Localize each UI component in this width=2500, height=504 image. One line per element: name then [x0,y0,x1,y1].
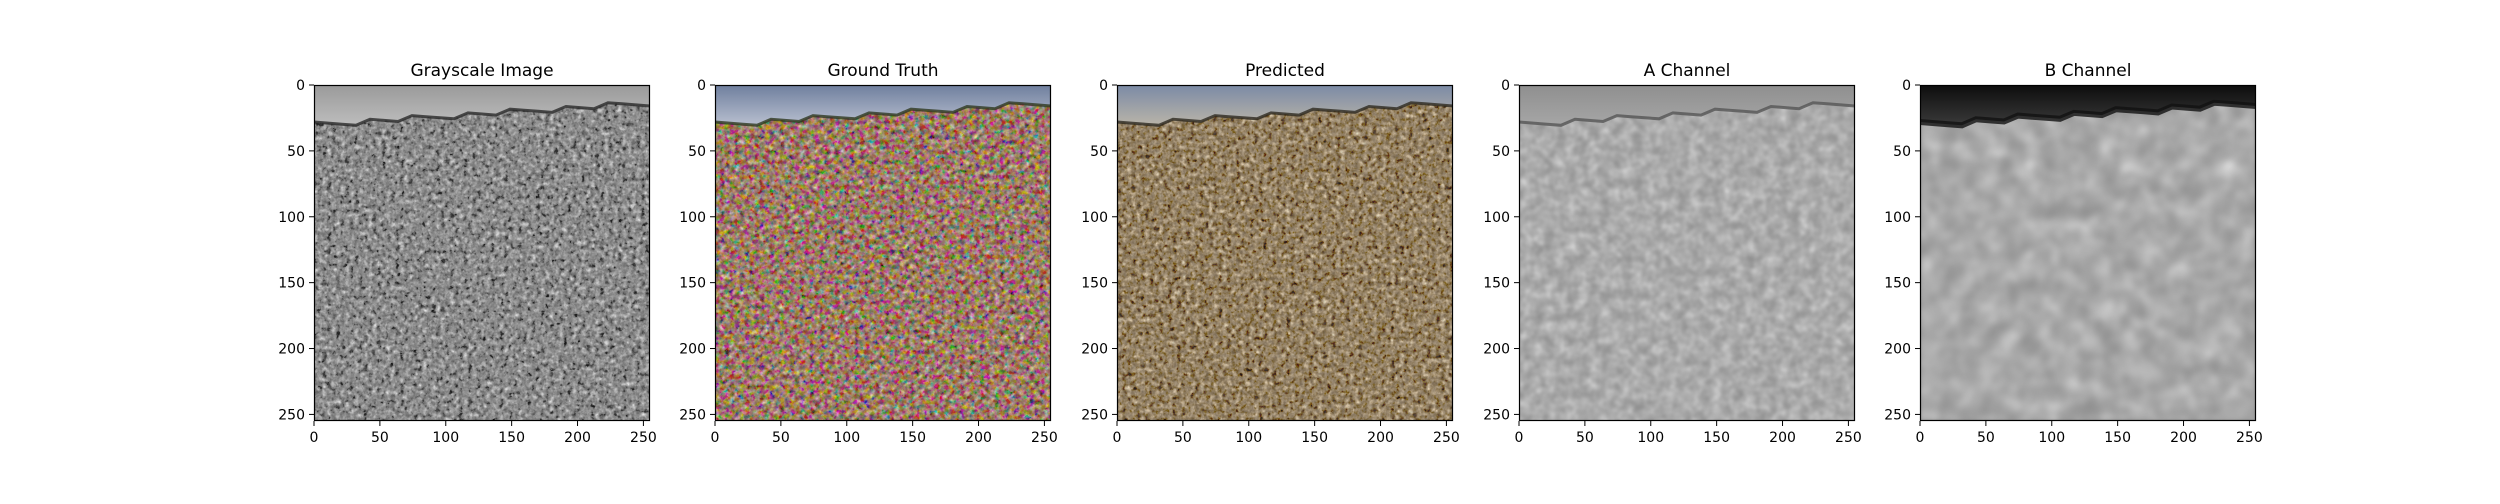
panel-4-xtick-label-100: 100 [1637,430,1664,446]
panel-4-ytick-label-100: 100 [1483,210,1510,226]
panel-4: A Channel 0 50 100 150 200 250 0 50 100 150 200 250 [1483,61,1862,446]
panel-5-xtick-label-200: 200 [2170,430,2197,446]
panel-5: B Channel 0 50 100 150 200 250 0 50 100 150 200 250 [1884,61,2263,446]
panel-3-ytick-label-250: 250 [1081,407,1108,423]
panel-4-xtick-label-250: 250 [1835,430,1862,446]
panel-3-ytick-label-100: 100 [1081,210,1108,226]
panel-5-xtick-label-0: 0 [1916,430,1925,446]
panel-3-frame [1116,84,1454,422]
panel-1-ytick-label-200: 200 [278,342,305,358]
panel-1-xtick-label-250: 250 [630,430,657,446]
panel-2-ytick-label-250: 250 [679,407,706,423]
panel-5-ridge [1920,99,2256,129]
panel-3-xtick-label-100: 100 [1235,430,1262,446]
panel-5-image [1920,85,2256,421]
panel-3-ytick-label-150: 150 [1081,276,1108,292]
panel-5-frame [1919,84,2257,422]
panel-2-frame [714,84,1052,422]
panel-4-ytick-label-200: 200 [1483,342,1510,358]
panel-5-xtick-label-100: 100 [2038,430,2065,446]
panel-3: Predicted 0 50 100 150 200 250 0 50 100 150 200 250 [1081,61,1460,446]
panel-5-ytick-label-50: 50 [1893,144,1911,160]
panel-5-ytick-label-250: 250 [1884,407,1911,423]
panel-3-xtick-label-250: 250 [1433,430,1460,446]
panel-4-ytick-label-50: 50 [1492,144,1510,160]
panel-3-xtick-label-150: 150 [1301,430,1328,446]
panel-5-xtick-label-50: 50 [1977,430,1995,446]
panel-2-xtick-label-100: 100 [833,430,860,446]
panel-3-ytick-label-200: 200 [1081,342,1108,358]
panel-1-title: Grayscale Image [410,61,553,81]
panel-4-xtick-label-150: 150 [1703,430,1730,446]
panel-1-frame [313,84,651,422]
panel-2-ytick-label-0: 0 [697,78,706,94]
panel-3-image [1117,85,1453,421]
panel-4-xtick-label-200: 200 [1769,430,1796,446]
panel-4-frame [1518,84,1856,422]
panel-1-sky [314,85,650,126]
panel-1-xtick-label-100: 100 [432,430,459,446]
panel-2-title: Ground Truth [827,61,938,81]
panel-4-ridge [1519,101,1855,127]
panel-1: Grayscale Image 0 50 100 150 200 250 0 50 100 150 2… [278,61,657,446]
panel-3-xtick-label-50: 50 [1174,430,1192,446]
panel-3-title: Predicted [1245,61,1325,81]
panel-3-sky [1117,85,1453,126]
panel-2-ridge [715,101,1051,127]
panel-2-xtick-label-0: 0 [711,430,720,446]
panel-5-xtick-label-150: 150 [2104,430,2131,446]
panel-2-ytick-label-100: 100 [679,210,706,226]
panel-5-ytick-label-100: 100 [1884,210,1911,226]
panel-1-xtick-label-50: 50 [371,430,389,446]
panel-5-sky [1920,85,2256,126]
panel-4-ytick-label-250: 250 [1483,407,1510,423]
panel-2-xtick-label-200: 200 [965,430,992,446]
panel-2: Ground Truth 0 50 100 150 200 250 0 50 100 150 200 2… [679,61,1058,446]
panel-3-xtick-label-200: 200 [1367,430,1394,446]
panel-2-xtick-label-150: 150 [899,430,926,446]
panel-5-xtick-label-250: 250 [2236,430,2263,446]
panel-4-sky [1519,85,1855,126]
panel-2-ytick-label-150: 150 [679,276,706,292]
panel-3-xtick-label-0: 0 [1113,430,1122,446]
panel-2-ytick-label-200: 200 [679,342,706,358]
panel-2-xtick-label-250: 250 [1031,430,1058,446]
panel-4-xtick-label-0: 0 [1515,430,1524,446]
panel-1-ytick-label-0: 0 [296,78,305,94]
panel-1-ytick-label-250: 250 [278,407,305,423]
panel-1-ridge [314,101,650,127]
panel-3-ridge [1117,101,1453,127]
panel-2-xtick-label-50: 50 [772,430,790,446]
panel-5-title: B Channel [2045,61,2132,81]
panel-1-ytick-label-100: 100 [278,210,305,226]
panel-1-image [314,85,650,421]
panel-1-xtick-label-0: 0 [310,430,319,446]
panel-4-ytick-label-0: 0 [1501,78,1510,94]
panel-4-image [1519,85,1855,421]
panel-4-ytick-label-150: 150 [1483,276,1510,292]
panel-3-ytick-label-50: 50 [1090,144,1108,160]
panel-4-title: A Channel [1644,61,1731,81]
panel-4-xtick-label-50: 50 [1576,430,1594,446]
panel-1-ytick-label-50: 50 [287,144,305,160]
panel-1-xtick-label-200: 200 [564,430,591,446]
panel-5-ytick-label-0: 0 [1902,78,1911,94]
panel-3-ytick-label-0: 0 [1099,78,1108,94]
panel-5-ytick-label-200: 200 [1884,342,1911,358]
panel-2-sky [715,85,1051,126]
panel-5-ytick-label-150: 150 [1884,276,1911,292]
panel-2-image [715,85,1051,421]
panel-1-ytick-label-150: 150 [278,276,305,292]
panels: Grayscale Image 0 50 100 150 200 250 0 50 100 150 2… [278,61,2263,446]
panel-2-ytick-label-50: 50 [688,144,706,160]
panel-1-xtick-label-150: 150 [498,430,525,446]
